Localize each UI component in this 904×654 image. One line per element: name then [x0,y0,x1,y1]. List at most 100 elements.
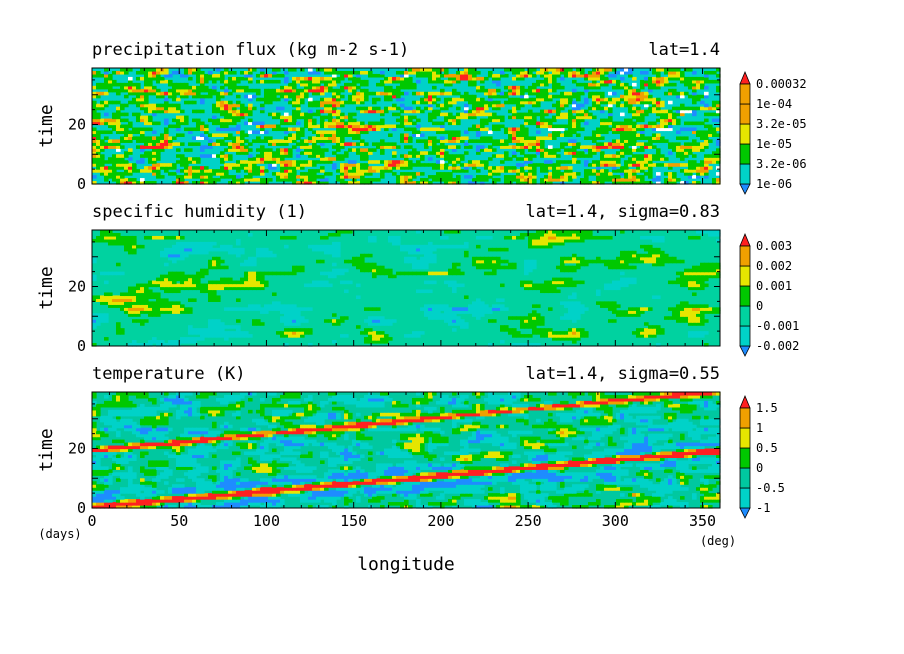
heatmap-cell [272,127,277,132]
heatmap-cell [644,157,649,161]
heatmap-cell [284,97,289,102]
heatmap-cell [260,178,265,182]
heatmap-cell [260,169,265,173]
heatmap-cell [180,271,185,276]
heatmap-cell [340,100,345,105]
heatmap-cell [656,112,661,117]
heatmap-cell [200,82,205,87]
heatmap-cell [508,328,513,332]
heatmap-cell [272,271,277,276]
heatmap-cell [480,103,485,108]
heatmap-cell [316,154,321,158]
heatmap-cell [576,307,581,311]
heatmap-cell [612,319,617,323]
heatmap-cell [692,94,697,99]
heatmap-cell [156,139,161,143]
heatmap-cell [452,91,457,96]
heatmap-cell [384,322,389,326]
heatmap-cell [380,322,385,326]
heatmap-cell [244,133,249,138]
heatmap-cell [444,97,449,102]
heatmap-cell [308,88,313,93]
heatmap-cell [360,82,365,87]
heatmap-cell [524,325,529,329]
heatmap-cell [324,136,329,140]
heatmap-cell [372,127,377,132]
heatmap-cell [472,94,477,99]
heatmap-cell [432,313,437,317]
heatmap-cell [236,169,241,173]
heatmap-cell [300,76,305,81]
heatmap-cell [628,142,633,146]
heatmap-cell [232,178,237,182]
heatmap-cell [584,148,589,152]
heatmap-cell [492,106,497,111]
heatmap-cell [332,106,337,111]
heatmap-cell [220,91,225,96]
heatmap-cell [236,166,241,170]
heatmap-cell [100,100,105,105]
heatmap-cell [512,145,517,149]
heatmap-cell [144,109,149,114]
heatmap-cell [232,106,237,111]
heatmap-cell [600,130,605,135]
heatmap-cell [240,181,245,185]
heatmap-cell [232,127,237,132]
heatmap-cell [476,109,481,114]
heatmap-cell [156,295,161,300]
heatmap-cell [640,82,645,87]
heatmap-cell [108,73,113,78]
heatmap-cell [252,166,257,170]
heatmap-cell [628,307,633,311]
heatmap-cell [212,283,217,288]
heatmap-cell [332,262,337,267]
heatmap-cell [200,70,205,75]
heatmap-cell [484,307,489,311]
heatmap-cell [516,100,521,105]
heatmap-cell [544,118,549,123]
heatmap-cell [512,178,517,182]
heatmap-cell [688,313,693,317]
heatmap-cell [264,154,269,158]
heatmap-cell [444,280,449,285]
heatmap-cell [660,262,665,267]
heatmap-cell [664,163,669,167]
heatmap-cell [200,73,205,78]
heatmap-cell [568,133,573,138]
heatmap-cell [256,322,261,326]
heatmap-cell [140,157,145,161]
heatmap-cell [616,163,621,167]
heatmap-cell [652,133,657,138]
heatmap-cell [332,94,337,99]
heatmap-cell [600,76,605,81]
heatmap-cell [148,82,153,87]
heatmap-cell [184,91,189,96]
heatmap-cell [412,334,417,338]
heatmap-cell [428,271,433,276]
heatmap-cell [604,283,609,288]
heatmap-cell [632,148,637,152]
heatmap-cell [152,148,157,152]
heatmap-cell [700,304,705,308]
heatmap-cell [452,88,457,93]
heatmap-cell [568,100,573,105]
heatmap-cell [116,262,121,267]
heatmap-cell [256,121,261,126]
heatmap-cell [412,259,417,264]
heatmap-cell [536,328,541,332]
heatmap-cell [452,181,457,185]
heatmap-cell [560,262,565,267]
heatmap-cell [300,319,305,323]
heatmap-cell [140,115,145,120]
heatmap-cell [548,127,553,132]
heatmap-cell [164,289,169,294]
heatmap-cell [572,142,577,146]
heatmap-cell [436,109,441,114]
heatmap-cell [304,145,309,149]
heatmap-cell [208,283,213,288]
heatmap-cell [524,157,529,161]
heatmap-cell [284,76,289,81]
heatmap-cell [628,172,633,176]
heatmap-cell [96,163,101,167]
heatmap-cell [256,280,261,285]
